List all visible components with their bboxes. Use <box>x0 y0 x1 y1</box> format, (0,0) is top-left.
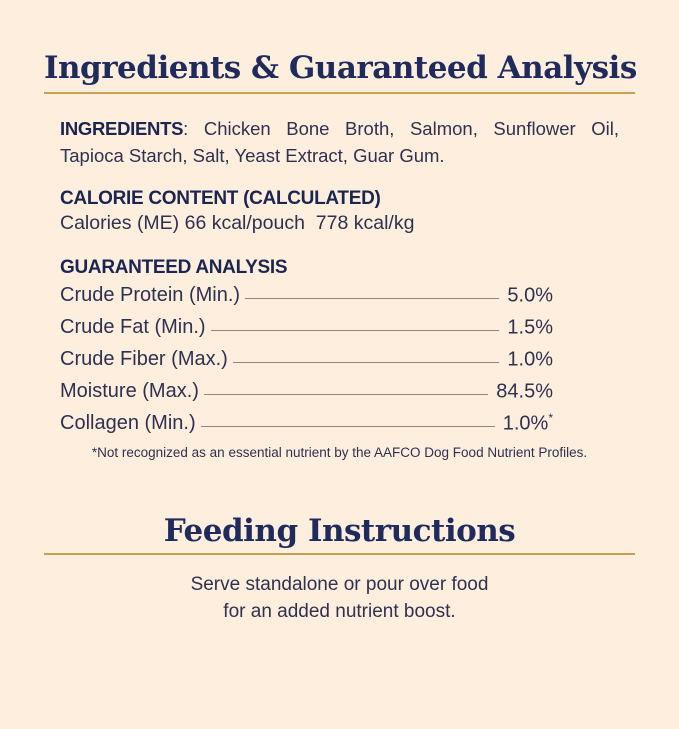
calorie-content-heading: CALORIE CONTENT (CALCULATED) <box>60 187 381 209</box>
analysis-row-value: 1.0% <box>507 347 553 372</box>
analysis-value-text: 1.5% <box>507 316 553 339</box>
leader-line <box>203 394 489 395</box>
ingredients-analysis-title: Ingredients & Guaranteed Analysis <box>44 50 637 86</box>
label-panel: Ingredients & Guaranteed Analysis INGRED… <box>0 50 679 625</box>
analysis-row-moisture: Moisture (Max.) 84.5% <box>60 376 553 408</box>
analysis-row-crude-fat: Crude Fat (Min.) 1.5% <box>60 312 553 344</box>
analysis-value-text: 84.5% <box>496 380 553 403</box>
feeding-instructions-title: Feeding Instructions <box>163 512 516 549</box>
leader-line <box>200 426 495 427</box>
feeding-instructions-line-1: Serve standalone or pour over food <box>190 573 489 595</box>
analysis-row-label: Moisture (Max.) <box>60 380 199 402</box>
analysis-row-label: Crude Fiber (Max.) <box>60 348 228 370</box>
analysis-row-value: 5.0% <box>507 283 553 308</box>
footnote-marker: * <box>548 411 553 426</box>
guaranteed-analysis-table: Crude Protein (Min.) 5.0% Crude Fat (Min… <box>60 280 619 440</box>
analysis-row-label: Crude Fat (Min.) <box>60 316 206 338</box>
ingredients-analysis-body: INGREDIENTS: Chicken Bone Broth, Salmon,… <box>44 115 635 461</box>
aafco-footnote: *Not recognized as an essential nutrient… <box>91 444 588 460</box>
analysis-row-value: 1.5% <box>507 315 553 340</box>
ingredients-list-text: : Chicken Bone Broth, Salmon, Sunflower … <box>60 118 619 166</box>
analysis-row-value: 84.5% <box>496 379 553 404</box>
ingredients-label: INGREDIENTS <box>60 118 184 139</box>
analysis-row-label: Collagen (Min.) <box>60 412 196 434</box>
analysis-row-value: 1.0%* <box>503 411 553 436</box>
leader-line <box>245 298 500 299</box>
ingredients-paragraph: INGREDIENTS: Chicken Bone Broth, Salmon,… <box>60 115 619 169</box>
analysis-row-collagen: Collagen (Min.) 1.0%* <box>60 408 553 440</box>
feeding-instructions-line-2: for an added nutrient boost. <box>223 600 456 622</box>
analysis-value-text: 1.0% <box>502 412 549 435</box>
title-divider-rule <box>44 92 635 94</box>
analysis-row-crude-protein: Crude Protein (Min.) 5.0% <box>60 280 553 312</box>
analysis-value-text: 1.0% <box>507 348 553 371</box>
guaranteed-analysis-heading: GUARANTEED ANALYSIS <box>60 256 288 278</box>
leader-line <box>210 330 500 331</box>
leader-line <box>232 362 500 363</box>
feeding-divider-rule <box>44 552 635 555</box>
analysis-value-text: 5.0% <box>507 284 553 307</box>
calorie-content-value: Calories (ME) 66 kcal/pouch 778 kcal/kg <box>60 211 415 234</box>
analysis-row-label: Crude Protein (Min.) <box>60 284 241 306</box>
feeding-instructions-body: Serve standalone or pour over food for a… <box>44 571 635 625</box>
analysis-row-crude-fiber: Crude Fiber (Max.) 1.0% <box>60 344 553 376</box>
